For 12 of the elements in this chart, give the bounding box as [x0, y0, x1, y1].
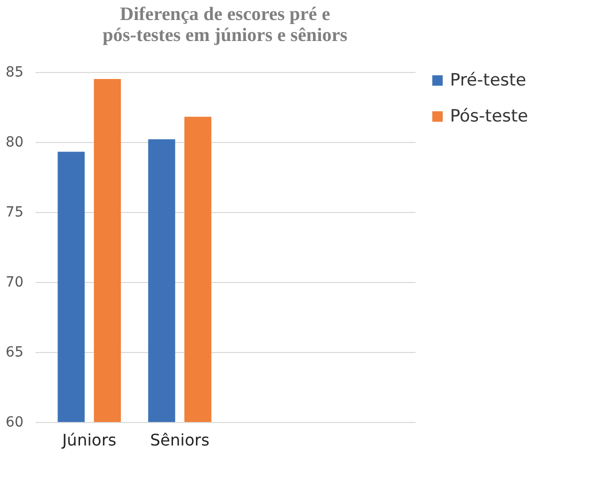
y-tick-label: 85: [6, 64, 24, 80]
x-tick-label: Sêniors: [150, 430, 210, 450]
y-tick-label: 80: [6, 134, 24, 150]
text: pós-testes em júniors e sêniors: [102, 25, 348, 46]
legend-label: Pós-teste: [450, 106, 528, 126]
x-tick-label: Júniors: [61, 430, 116, 450]
y-tick-label: 60: [6, 414, 24, 430]
text: Diferença de escores pré e: [120, 4, 330, 25]
y-tick-label: 75: [6, 204, 24, 220]
y-tick-label: 65: [6, 344, 24, 360]
legend-label: Pré-teste: [450, 70, 526, 90]
y-tick-label: 70: [6, 274, 24, 290]
